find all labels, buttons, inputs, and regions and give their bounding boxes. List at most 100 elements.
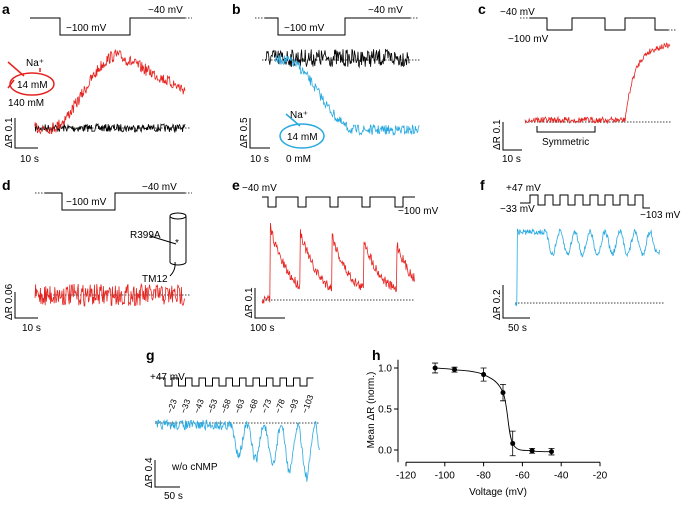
step-voltage: −23	[164, 397, 178, 414]
scale-bar	[154, 460, 180, 488]
trace	[261, 222, 415, 304]
scale-bar	[14, 292, 38, 319]
voltage: −40 mV	[242, 183, 277, 194]
voltage: −33 mV	[500, 204, 535, 215]
trace	[274, 55, 420, 137]
step-voltage: −58	[218, 397, 232, 414]
step-voltage: −73	[259, 397, 273, 414]
scale-x: 10 s	[22, 323, 41, 334]
panel-label: h	[372, 347, 381, 363]
scale-bar	[14, 118, 38, 149]
y-tick-label: 0.0	[378, 446, 392, 457]
conc: 0 mM	[286, 154, 311, 165]
scale-x: 10 s	[20, 154, 39, 165]
x-tick-label: -120	[396, 470, 416, 481]
x-tick-label: -40	[554, 470, 569, 481]
step-voltage: −103	[299, 393, 315, 415]
voltage: −100 mV	[66, 23, 107, 34]
scale-y: ΔR 0.1	[492, 119, 503, 150]
panel-label: b	[232, 1, 241, 17]
voltage: +47 mV	[150, 372, 185, 383]
panel-label: c	[478, 1, 486, 17]
voltage: −40 mV	[368, 5, 403, 16]
scale-y: ΔR 0.1	[4, 117, 15, 148]
scale-x: 100 s	[250, 323, 274, 334]
step-voltage: −63	[232, 397, 246, 414]
scale-y: ΔR 0.4	[144, 457, 155, 488]
scale-y: ΔR 0.2	[492, 289, 503, 320]
step-voltage: −33	[178, 397, 192, 414]
x-axis-label: Voltage (mV)	[469, 487, 527, 498]
protocol	[45, 192, 185, 211]
point	[452, 367, 457, 373]
point	[500, 390, 506, 396]
note: w/o cNMP	[171, 462, 218, 473]
x-tick-label: -60	[515, 470, 530, 481]
cell-icon	[9, 72, 55, 96]
step-voltage: −68	[245, 397, 259, 414]
x-tick-label: -100	[435, 470, 455, 481]
fit-curve	[435, 367, 552, 453]
scale-x: 50 s	[164, 491, 183, 502]
panel-label: a	[2, 1, 10, 17]
point	[481, 372, 487, 378]
point	[549, 449, 554, 455]
protocol	[262, 196, 415, 208]
panel-label: d	[2, 177, 11, 193]
voltage: −100 mV	[284, 23, 325, 34]
point	[432, 365, 438, 371]
ion: Na⁺	[290, 110, 308, 121]
scale-bar	[502, 122, 522, 151]
y-tick-label: 0.5	[378, 405, 392, 416]
bracket	[536, 126, 596, 133]
y-axis-label: Mean ΔR (norm.)	[366, 372, 377, 449]
scale-bar	[254, 288, 285, 319]
voltage: −100 mV	[398, 206, 439, 217]
voltage: +47 mV	[506, 183, 541, 194]
point	[529, 448, 535, 454]
conc: 14 mM	[287, 132, 318, 143]
asterisk: *	[175, 238, 179, 249]
scale-x: 50 s	[508, 323, 527, 334]
scale-y: ΔR 0.5	[239, 117, 250, 148]
x-tick-label: -20	[593, 470, 608, 481]
trace	[524, 42, 670, 125]
segment: TM12	[142, 274, 168, 285]
trace	[514, 227, 660, 307]
conc: 140 mM	[8, 98, 44, 109]
scale-y: ΔR 0.1	[244, 287, 255, 318]
voltage: −40 mV	[500, 7, 535, 18]
y-tick-label: 1.0	[378, 364, 392, 375]
x-tick-label: -80	[476, 470, 491, 481]
voltage: −100 mV	[66, 197, 107, 208]
trace	[34, 49, 186, 135]
protocol	[530, 17, 668, 31]
voltage: −40 mV	[142, 182, 177, 193]
protocol-dots	[520, 17, 676, 31]
scale-bar	[249, 118, 270, 149]
voltage: −103 mV	[640, 210, 681, 221]
protocol	[520, 194, 650, 209]
step-voltage: −93	[286, 397, 300, 414]
note: Symmetric	[542, 137, 589, 148]
step-voltage: −78	[272, 397, 286, 414]
step-voltage: −53	[205, 397, 219, 414]
trace	[34, 283, 186, 307]
voltage: −100 mV	[508, 34, 549, 45]
protocol	[265, 17, 410, 36]
protocol	[157, 377, 314, 387]
scale-y: ΔR 0.06	[4, 283, 15, 320]
scale-x: 10 s	[502, 154, 521, 165]
panel-label: e	[232, 177, 240, 193]
step-voltage: −43	[191, 397, 205, 414]
mutation: R399A	[130, 230, 161, 241]
ion: Na⁺	[26, 58, 44, 69]
conc: 14 mM	[17, 80, 48, 91]
panel-label: g	[146, 347, 155, 363]
scale-x: 10 s	[250, 154, 269, 165]
trace	[154, 418, 320, 482]
trace	[264, 48, 410, 69]
cell-icon	[279, 123, 325, 149]
scale-bar	[502, 285, 530, 319]
